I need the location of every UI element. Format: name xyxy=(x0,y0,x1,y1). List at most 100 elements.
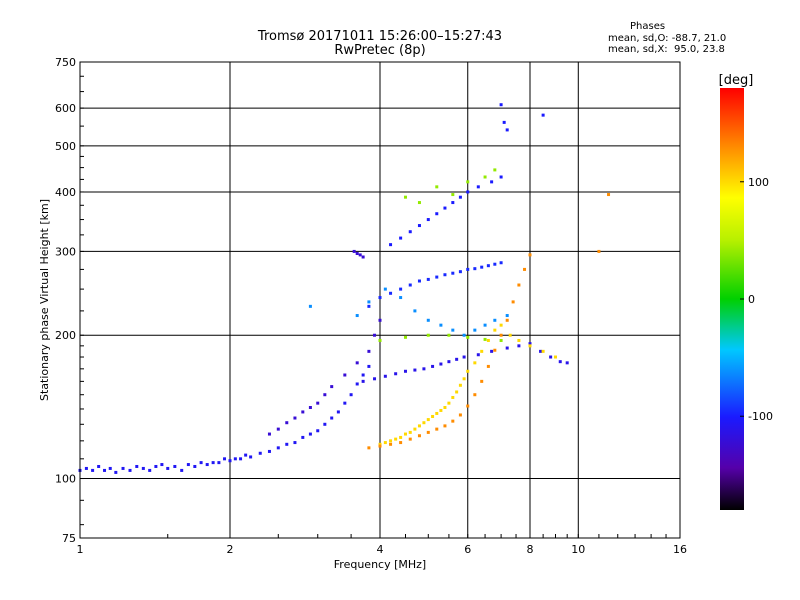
data-point xyxy=(473,267,477,271)
data-point xyxy=(408,437,412,441)
data-point xyxy=(558,360,562,364)
y-tick-labels: 75 100 200 300 400 500 600 750 xyxy=(55,56,76,545)
data-point xyxy=(403,195,407,199)
data-point xyxy=(517,344,521,348)
data-point xyxy=(308,304,312,308)
data-point xyxy=(148,468,152,472)
data-point xyxy=(199,461,203,465)
plot-frame xyxy=(79,61,681,539)
data-point xyxy=(358,253,362,257)
data-point xyxy=(267,449,271,453)
data-point xyxy=(511,300,515,304)
data-point xyxy=(308,406,312,410)
data-point xyxy=(451,193,455,197)
data-point xyxy=(91,468,95,472)
data-point xyxy=(205,463,209,467)
data-point xyxy=(486,338,490,342)
data-point xyxy=(276,446,280,450)
data-point xyxy=(480,379,484,383)
data-point xyxy=(383,374,387,378)
data-point xyxy=(361,255,365,259)
data-point xyxy=(422,421,426,425)
x-axis-label: Frequency [MHz] xyxy=(334,558,426,571)
data-point xyxy=(399,287,403,291)
data-point xyxy=(486,364,490,368)
data-point xyxy=(97,464,101,468)
data-point xyxy=(473,361,477,365)
data-point xyxy=(413,427,417,431)
data-points xyxy=(78,103,611,474)
colorbar-tick-label: 100 xyxy=(748,176,769,189)
data-point xyxy=(193,464,197,468)
data-point xyxy=(293,441,297,445)
data-point xyxy=(499,323,503,327)
data-point xyxy=(121,466,125,470)
data-point xyxy=(417,201,421,205)
data-point xyxy=(378,444,382,448)
data-point xyxy=(367,349,371,353)
data-point xyxy=(451,395,455,399)
data-point xyxy=(451,328,455,332)
data-point xyxy=(330,416,334,420)
data-point xyxy=(508,333,512,337)
data-point xyxy=(426,218,430,222)
y-axis-label: Stationary phase Virtual Height [km] xyxy=(38,199,51,401)
data-point xyxy=(439,362,443,366)
data-point xyxy=(493,348,497,352)
data-point xyxy=(378,338,382,342)
data-point xyxy=(528,342,532,346)
data-point xyxy=(541,113,545,117)
data-point xyxy=(367,304,371,308)
colorbar-label: [deg] xyxy=(719,73,754,88)
data-point xyxy=(473,328,477,332)
data-point xyxy=(435,411,439,415)
x-tick-labels: 1 2 4 6 8 10 16 xyxy=(77,543,688,556)
data-point xyxy=(373,333,377,337)
data-point xyxy=(451,201,455,205)
data-point xyxy=(413,309,417,313)
data-point xyxy=(408,430,412,434)
data-point xyxy=(541,349,545,353)
chart-subtitle: RwPretec (8p) xyxy=(334,43,426,58)
y-tick-label: 100 xyxy=(55,473,76,486)
y-tick-label: 500 xyxy=(55,140,76,153)
y-tick-label: 200 xyxy=(55,329,76,342)
data-point xyxy=(180,468,184,472)
data-point xyxy=(493,318,497,322)
data-point xyxy=(435,427,439,431)
data-point xyxy=(426,333,430,337)
data-point xyxy=(399,435,403,439)
data-point xyxy=(367,446,371,450)
y-tick-label: 600 xyxy=(55,102,76,115)
data-point xyxy=(301,435,305,439)
data-point xyxy=(451,419,455,423)
data-point xyxy=(466,369,470,373)
data-point xyxy=(389,442,393,446)
data-point xyxy=(462,377,466,381)
data-point xyxy=(466,335,470,339)
data-point xyxy=(476,353,480,357)
data-point xyxy=(114,470,118,474)
data-point xyxy=(435,185,439,189)
data-point xyxy=(443,406,447,410)
data-point xyxy=(211,461,215,465)
data-point xyxy=(443,273,447,277)
data-point xyxy=(285,442,289,446)
data-point xyxy=(394,437,398,441)
data-point xyxy=(490,349,494,353)
data-point xyxy=(476,185,480,189)
colorbar-tick-label: -100 xyxy=(748,410,773,423)
data-point xyxy=(186,463,190,467)
colorbar-tick-label: 0 xyxy=(748,293,755,306)
data-point xyxy=(458,270,462,274)
data-point xyxy=(361,373,365,377)
data-point xyxy=(103,468,107,472)
data-point xyxy=(349,393,353,397)
x-tick-label: 1 xyxy=(77,543,84,556)
x-tick-label: 8 xyxy=(527,543,534,556)
data-point xyxy=(417,424,421,428)
data-point xyxy=(493,328,497,332)
data-point xyxy=(249,455,253,459)
data-point xyxy=(426,418,430,422)
y-tick-label: 75 xyxy=(62,532,76,545)
